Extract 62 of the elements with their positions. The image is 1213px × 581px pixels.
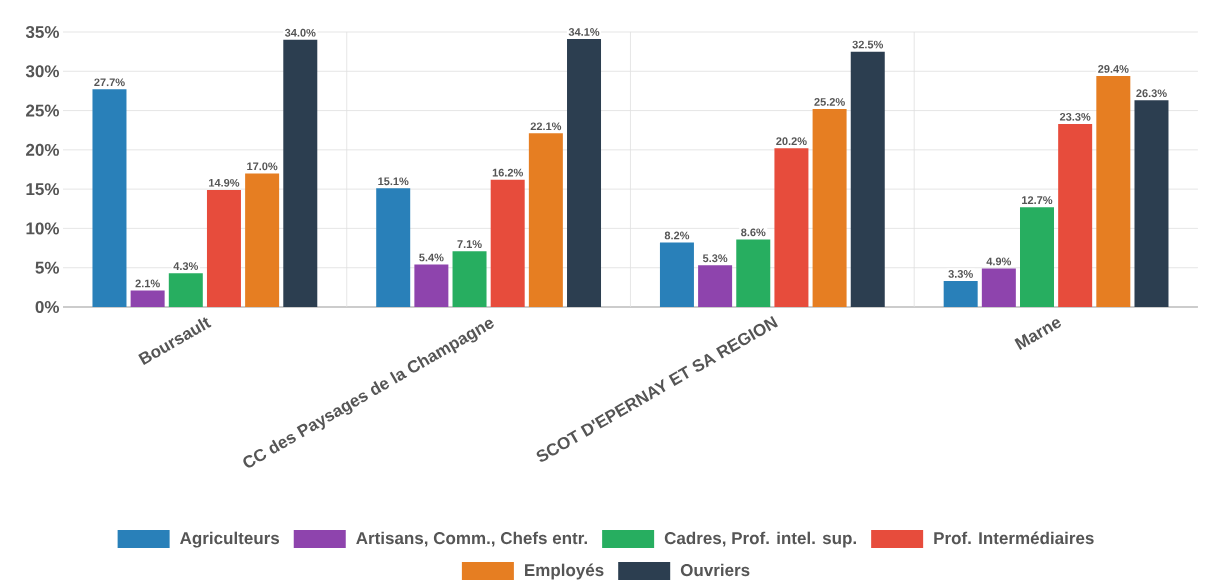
data-label: 20.2% — [776, 137, 807, 146]
y-tick-label: 5% — [35, 261, 60, 274]
data-label: 5.3% — [702, 254, 728, 263]
data-label: 17.0% — [247, 162, 278, 171]
bar — [130, 290, 165, 307]
bar — [736, 239, 771, 307]
bar — [659, 242, 694, 307]
bar — [414, 264, 449, 307]
legend-label: Cadres, Prof. intel. sup. — [664, 531, 856, 548]
bar — [1096, 76, 1131, 307]
bar — [376, 188, 411, 307]
bar — [812, 109, 847, 307]
legend-label: Employés — [525, 563, 604, 580]
bar — [774, 148, 809, 307]
data-label: 4.9% — [986, 257, 1012, 266]
y-tick-label: 20% — [26, 143, 60, 156]
data-label: 2.1% — [135, 279, 160, 288]
data-label: 15.1% — [378, 177, 409, 186]
bar — [490, 179, 525, 307]
bar — [92, 89, 127, 307]
bar — [698, 265, 733, 307]
legend-label: Artisans, Comm., Chefs entr. — [356, 531, 587, 547]
bar — [1020, 207, 1054, 307]
bar — [206, 189, 241, 307]
bar — [1134, 100, 1169, 307]
data-label: 26.3% — [1136, 89, 1167, 98]
data-label: 16.2% — [492, 168, 523, 177]
bar — [850, 51, 885, 307]
bar — [452, 251, 487, 307]
bar — [981, 268, 1016, 307]
y-tick-label: 35% — [25, 25, 60, 39]
bar — [168, 273, 203, 307]
y-tick-label: 25% — [26, 104, 60, 117]
data-label: 8.6% — [741, 228, 766, 237]
data-label: 7.1% — [457, 240, 482, 248]
data-label: 5.4% — [419, 253, 444, 262]
data-label: 32.5% — [852, 40, 884, 49]
legend-label: Prof. Intermédiaires — [934, 531, 1094, 545]
data-label: 34.1% — [568, 28, 600, 36]
bar — [567, 39, 602, 307]
y-tick-label: 30% — [25, 65, 60, 78]
data-label: 3.3% — [948, 270, 973, 278]
data-label: 23.3% — [1059, 112, 1091, 121]
y-tick-label: 15% — [26, 183, 60, 196]
bar — [1058, 123, 1093, 307]
data-label: 29.4% — [1098, 65, 1129, 73]
bar — [528, 133, 563, 307]
y-tick-label: 0% — [35, 300, 60, 314]
data-label: 25.2% — [814, 98, 845, 106]
data-label: 12.7% — [1022, 196, 1053, 204]
data-label: 8.2% — [664, 231, 690, 240]
data-label: 27.7% — [94, 78, 125, 87]
data-label: 14.9% — [209, 178, 240, 187]
legend-label: Agriculteurs — [180, 531, 280, 548]
legend-label: Ouvriers — [680, 563, 750, 577]
data-label: 4.3% — [173, 262, 199, 271]
bar — [943, 281, 978, 307]
y-tick-label: 10% — [26, 222, 60, 235]
bar — [245, 173, 280, 307]
data-label: 34.0% — [284, 28, 316, 37]
bar — [283, 39, 318, 307]
data-label: 22.1% — [530, 122, 562, 131]
